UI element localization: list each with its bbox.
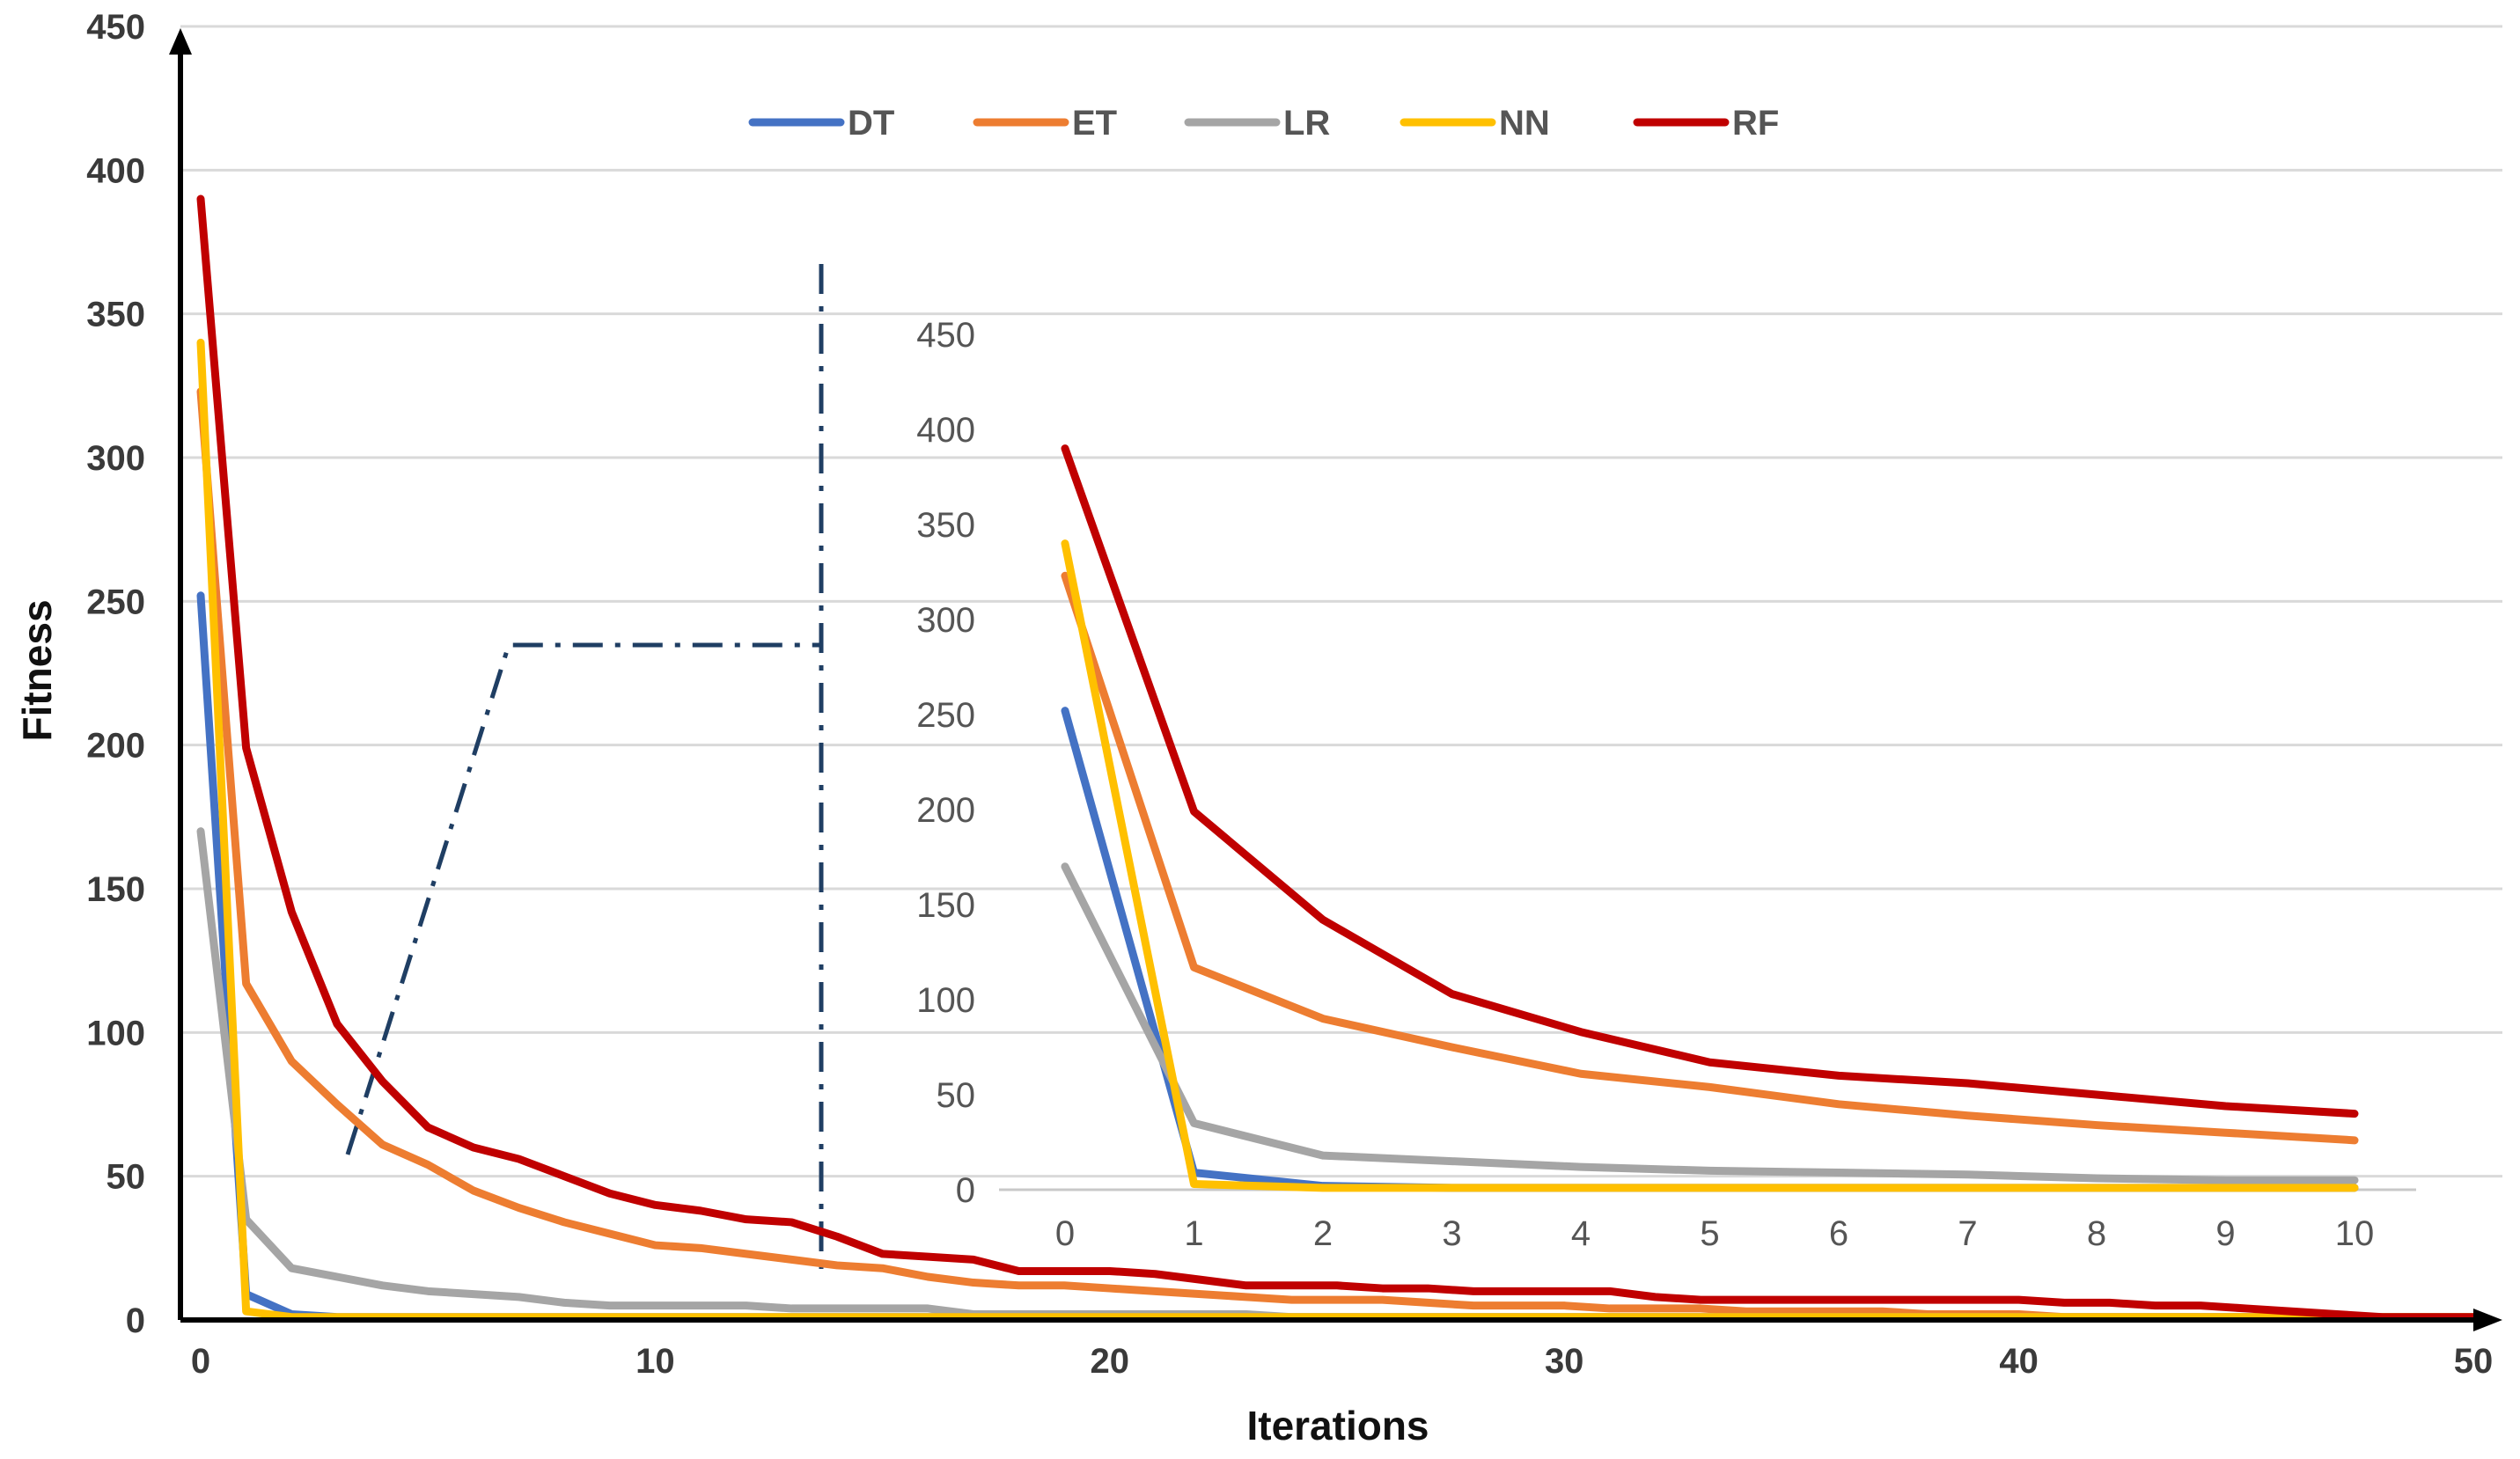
inset-series-dt-line [1061, 707, 2359, 1192]
inset-y-tick-label: 450 [916, 316, 975, 355]
inset-x-tick-label: 8 [2087, 1214, 2106, 1253]
main-y-tick-label: 200 [86, 727, 145, 766]
main-y-tick-label: 0 [126, 1301, 145, 1340]
main-y-tick-label: 300 [86, 439, 145, 478]
inset-tick-labels: 0 50 100 150 200 250 300 350 400 450 0 1 2 3 4 5 6 7 8 9 10 [916, 316, 2374, 1253]
inset-x-tick-label: 5 [1700, 1214, 1719, 1253]
main-series-dt-line [196, 591, 2478, 1322]
legend-label-rf: RF [1732, 104, 1779, 143]
inset-x-tick-label: 6 [1829, 1214, 1848, 1253]
inset-x-tick-label: 3 [1442, 1214, 1461, 1253]
inset-y-tick-label: 50 [937, 1076, 976, 1115]
inset-series-rf-line [1061, 444, 2359, 1118]
inset-y-tick-label: 100 [916, 981, 975, 1020]
inset-series-et-line [1061, 571, 2359, 1145]
main-y-tick-label: 350 [86, 296, 145, 334]
main-y-tick-label: 400 [86, 151, 145, 190]
legend-label-nn: NN [1499, 104, 1550, 143]
inset-x-tick-label: 2 [1313, 1214, 1333, 1253]
main-gridlines [180, 25, 2502, 1178]
main-series-nn-line [196, 338, 2478, 1322]
main-series-group [196, 194, 2478, 1322]
legend: DT ET LR NN RF [748, 104, 1779, 143]
main-y-tick-label: 50 [107, 1158, 146, 1197]
main-x-tick-label: 50 [2454, 1342, 2494, 1381]
x-axis-arrow [2473, 1309, 2502, 1331]
inset-y-tick-label: 300 [916, 601, 975, 640]
inset-x-tick-label: 1 [1184, 1214, 1203, 1253]
inset-series-nn-line [1061, 539, 2359, 1192]
main-series-lr-line [196, 827, 2478, 1322]
inset-x-tick-label: 10 [2335, 1214, 2375, 1253]
zoom-connector-line [345, 642, 821, 1155]
x-axis-title: Iterations [1246, 1403, 1429, 1448]
main-x-tick-label: 10 [636, 1342, 675, 1381]
legend-label-et: ET [1072, 104, 1117, 143]
legend-label-lr: LR [1283, 104, 1330, 143]
main-x-tick-label: 30 [1545, 1342, 1584, 1381]
inset-y-tick-label: 150 [916, 886, 975, 925]
main-x-tick-label: 40 [1999, 1342, 2039, 1381]
inset-y-tick-label: 400 [916, 411, 975, 450]
main-axes [169, 28, 2502, 1331]
inset-x-tick-label: 4 [1571, 1214, 1591, 1253]
inset-y-tick-label: 0 [956, 1171, 975, 1210]
y-axis-arrow [169, 28, 192, 55]
main-y-tick-label: 150 [86, 870, 145, 909]
inset-y-tick-label: 200 [916, 791, 975, 830]
inset-y-tick-label: 250 [916, 696, 975, 735]
main-y-tick-label: 450 [86, 8, 145, 47]
inset-series-group [1061, 444, 2359, 1192]
main-series-rf-line [196, 194, 2478, 1322]
y-axis-title: Fitness [14, 599, 60, 741]
zoom-connector [345, 264, 824, 1280]
inset-x-tick-label: 9 [2215, 1214, 2235, 1253]
inset-x-tick-label: 7 [1958, 1214, 1977, 1253]
inset-y-tick-label: 350 [916, 506, 975, 545]
main-x-tick-label: 0 [191, 1342, 210, 1381]
main-y-tick-label: 100 [86, 1014, 145, 1052]
inset-series-lr-line [1061, 862, 2359, 1184]
inset-x-tick-label: 0 [1055, 1214, 1075, 1253]
main-x-tick-label: 20 [1091, 1342, 1130, 1381]
main-y-tick-label: 250 [86, 583, 145, 621]
legend-label-dt: DT [848, 104, 894, 143]
